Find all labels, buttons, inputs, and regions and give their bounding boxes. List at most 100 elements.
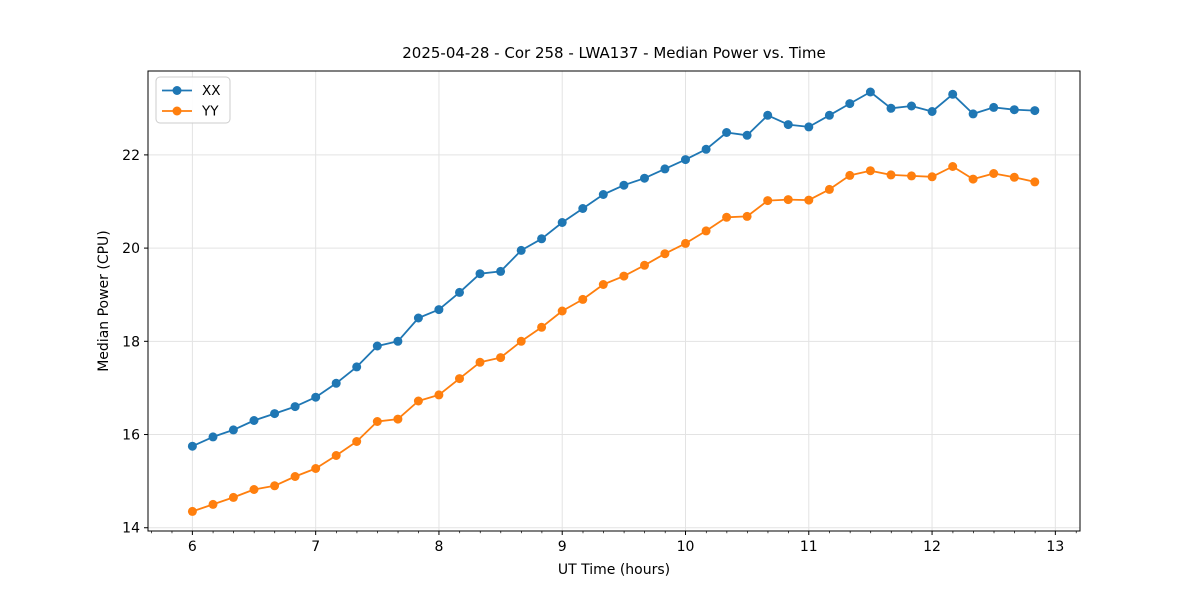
legend-label-XX: XX [202,83,221,99]
data-point-YY [455,374,464,384]
legend-marker-XX [172,86,182,95]
data-point-YY [619,271,629,281]
data-point-XX [537,234,547,244]
data-point-XX [372,341,382,351]
data-point-YY [228,492,238,502]
grid [148,71,1080,531]
data-point-YY [742,211,752,221]
data-point-YY [537,322,547,332]
y-tick-label: 14 [122,521,140,537]
data-point-XX [619,180,629,190]
data-point-YY [496,353,506,363]
data-point-YY [640,260,649,270]
data-point-XX [701,144,711,154]
data-point-XX [681,155,690,165]
x-axis-label: UT Time (hours) [557,562,671,578]
x-tick-label: 6 [188,539,197,555]
x-tick-label: 13 [1046,539,1064,555]
data-point-XX [516,245,526,255]
data-point-YY [557,306,567,316]
data-point-YY [331,451,341,460]
data-point-XX [187,441,197,451]
data-point-XX [722,128,732,137]
data-point-XX [413,313,423,323]
data-point-XX [927,107,937,116]
data-point-XX [742,130,752,140]
legend-item-YY: YY [162,104,219,120]
data-point-XX [640,173,649,183]
y-tick-label: 20 [122,241,140,257]
x-tick-label: 12 [923,539,941,555]
data-point-XX [660,164,670,174]
series-YY [187,162,1040,516]
data-point-YY [208,499,218,509]
data-point-YY [352,437,362,446]
data-point-YY [660,249,670,259]
data-point-XX [352,362,362,372]
legend-item-XX: XX [162,83,221,99]
data-point-XX [845,99,855,109]
data-point-YY [886,170,896,180]
data-point-XX [948,89,958,99]
data-point-YY [393,414,403,424]
data-point-YY [968,174,978,184]
data-point-XX [1009,105,1019,115]
data-point-YY [578,294,588,304]
data-point-YY [270,481,280,491]
y-tick-label: 16 [122,428,140,444]
data-point-YY [1030,177,1040,187]
data-point-YY [948,162,958,171]
data-point-XX [475,269,485,279]
data-point-YY [434,390,444,400]
legend-marker-YY [172,106,182,116]
data-point-XX [455,287,464,297]
data-point-XX [311,392,321,402]
data-point-YY [516,336,526,346]
data-point-YY [187,506,197,516]
data-point-XX [228,425,238,435]
data-point-YY [413,396,423,406]
data-point-XX [865,87,875,97]
x-tick-label: 10 [677,539,695,555]
data-point-YY [1009,172,1019,182]
x-tick-label: 9 [558,539,567,555]
y-axis-label-text: Median Power (CPU) [96,230,112,372]
data-point-YY [783,195,793,205]
data-point-XX [598,190,608,199]
data-point-YY [311,464,321,473]
data-point-YY [701,226,711,236]
data-point-YY [865,166,875,176]
data-point-XX [989,102,999,112]
data-point-XX [783,120,793,130]
data-point-YY [372,417,382,426]
x-tick-label: 7 [311,539,320,555]
data-point-YY [989,169,999,178]
data-point-XX [434,305,444,315]
x-tick-label: 11 [800,539,818,555]
data-point-XX [270,409,280,419]
data-point-YY [681,238,690,248]
data-point-XX [968,109,978,119]
data-point-XX [496,266,506,276]
data-point-XX [763,110,773,120]
data-point-XX [886,103,896,113]
ticks: 6 7 8 9 10 11 12 13 14 16 18 20 22 [122,148,1077,555]
data-point-XX [331,378,341,388]
data-point-XX [804,122,814,132]
data-point-YY [824,184,834,194]
data-point-YY [763,196,773,206]
data-point-YY [722,212,732,222]
data-point-XX [249,416,259,425]
data-point-YY [804,195,814,205]
data-point-XX [907,101,916,111]
data-point-YY [290,472,300,481]
series-XX [187,87,1040,451]
data-point-YY [927,172,937,182]
data-point-YY [907,171,916,181]
data-point-XX [557,218,567,227]
plot-frame [147,70,1081,532]
data-point-XX [824,110,834,120]
x-tick-label: 8 [434,539,443,555]
